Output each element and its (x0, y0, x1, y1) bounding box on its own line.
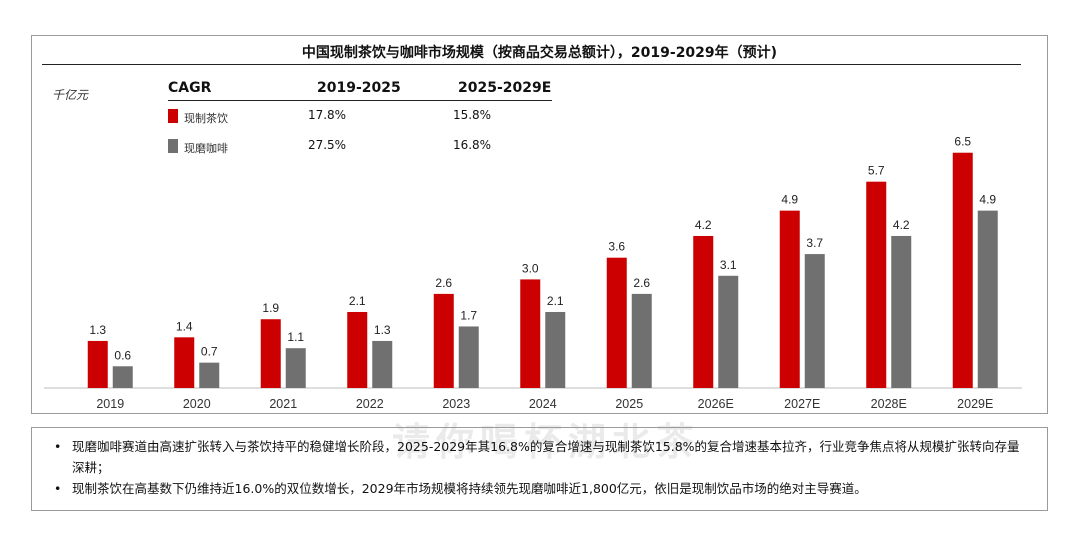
bar-coffee-2023 (458, 326, 479, 388)
bar-coffee-2025 (631, 293, 652, 388)
tea-cagr-2019-2025: 17.8% (307, 108, 347, 122)
cagr-col-2025-2029e: 2025-2029E (458, 80, 552, 96)
x-tick-label-2028E: 2028E (871, 397, 907, 411)
data-label-tea-2026E: 4.2 (695, 218, 712, 232)
bar-tea-2029E (952, 152, 973, 388)
data-label-coffee-2019: 0.6 (114, 348, 131, 362)
bar-tea-2024 (520, 279, 541, 388)
coffee-cagr-2025-2029e: 16.8% (452, 138, 492, 152)
bar-coffee-2027E (804, 254, 825, 388)
data-label-coffee-2020: 0.7 (201, 345, 218, 359)
bar-tea-2026E (693, 235, 714, 388)
data-label-tea-2020: 1.4 (176, 319, 193, 333)
x-tick-label-2026E: 2026E (698, 397, 734, 411)
x-tick-label-2027E: 2027E (784, 397, 820, 411)
bar-tea-2019 (87, 340, 108, 388)
tea-legend-swatch (168, 109, 178, 123)
bar-chart-plot: 1.3 1.4 1.9 2.1 2.6 3.0 3.6 4.2 4.9 5.7 6.5 0.6 0.7 1… (44, 135, 1022, 411)
data-label-coffee-2027E: 3.7 (806, 236, 823, 250)
bar-tea-2027E (779, 210, 800, 388)
data-label-tea-2023: 2.6 (435, 276, 452, 290)
title-divider (42, 64, 1021, 65)
x-tick-label-2021: 2021 (269, 397, 297, 411)
x-tick-label-2022: 2022 (356, 397, 384, 411)
bar-coffee-2024 (545, 311, 566, 388)
bar-tea-2028E (866, 181, 887, 388)
bar-coffee-2020 (199, 362, 220, 388)
data-label-tea-2027E: 4.9 (781, 193, 798, 207)
x-tick-label-2020: 2020 (183, 397, 211, 411)
bar-coffee-2022 (372, 340, 393, 388)
data-label-coffee-2023: 1.7 (460, 308, 477, 322)
data-label-tea-2019: 1.3 (89, 323, 106, 337)
data-label-tea-2024: 3.0 (522, 261, 539, 275)
data-label-coffee-2029E: 4.9 (979, 193, 996, 207)
note-bullet-2: 现制茶饮在高基数下仍维持近16.0%的双位数增长，2029年市场规模将持续领先现… (54, 478, 1029, 499)
bar-coffee-2026E (718, 275, 739, 388)
data-label-coffee-2028E: 4.2 (893, 218, 910, 232)
data-label-tea-2025: 3.6 (608, 240, 625, 254)
coffee-legend-swatch (168, 139, 178, 153)
data-label-coffee-2021: 1.1 (287, 330, 304, 344)
bar-tea-2023 (433, 293, 454, 388)
cagr-header-divider (168, 100, 552, 101)
note-bullet-1: 现磨咖啡赛道由高速扩张转入与茶饮持平的稳健增长阶段，2025-2029年其16.… (54, 436, 1029, 478)
data-label-coffee-2025: 2.6 (633, 276, 650, 290)
notes-panel: 现磨咖啡赛道由高速扩张转入与茶饮持平的稳健增长阶段，2025-2029年其16.… (31, 427, 1048, 511)
cagr-col-2019-2025: 2019-2025 (317, 80, 401, 96)
x-tick-label-2023: 2023 (442, 397, 470, 411)
cagr-row-coffee: 现磨咖啡 27.5% 16.8% (162, 137, 552, 157)
cagr-header: CAGR (168, 80, 212, 96)
data-label-tea-2022: 2.1 (349, 294, 366, 308)
data-label-tea-2029E: 6.5 (954, 135, 971, 149)
data-label-coffee-2024: 2.1 (547, 294, 564, 308)
chart-panel: 中国现制茶饮与咖啡市场规模（按商品交易总额计），2019-2029年（预计) 千… (31, 35, 1048, 464)
cagr-table: CAGR 2019-2025 2025-2029E 现制茶饮 17.8% 15.… (162, 76, 552, 156)
cagr-row-tea: 现制茶饮 17.8% 15.8% (162, 107, 552, 127)
bar-tea-2025 (606, 257, 627, 388)
coffee-legend-label: 现磨咖啡 (184, 142, 228, 155)
bar-coffee-2029E (977, 210, 998, 388)
bar-coffee-2028E (891, 235, 912, 388)
tea-cagr-2025-2029e: 15.8% (452, 108, 492, 122)
bar-coffee-2021 (285, 348, 306, 388)
x-tick-label-2029E: 2029E (957, 397, 993, 411)
coffee-cagr-2019-2025: 27.5% (307, 138, 347, 152)
bar-tea-2021 (260, 319, 281, 388)
bar-tea-2022 (347, 311, 368, 388)
chart-title: 中国现制茶饮与咖啡市场规模（按商品交易总额计），2019-2029年（预计) (301, 45, 778, 61)
bar-coffee-2019 (112, 366, 133, 388)
data-label-coffee-2022: 1.3 (374, 323, 391, 337)
unit-label: 千亿元 (52, 88, 89, 102)
bar-tea-2020 (174, 337, 195, 388)
x-tick-label-2024: 2024 (529, 397, 557, 411)
tea-legend-label: 现制茶饮 (184, 112, 228, 125)
x-tick-label-2019: 2019 (96, 397, 124, 411)
data-label-tea-2021: 1.9 (262, 301, 279, 315)
x-tick-label-2025: 2025 (615, 397, 643, 411)
data-label-tea-2028E: 5.7 (868, 164, 885, 178)
data-label-coffee-2026E: 3.1 (720, 258, 737, 272)
